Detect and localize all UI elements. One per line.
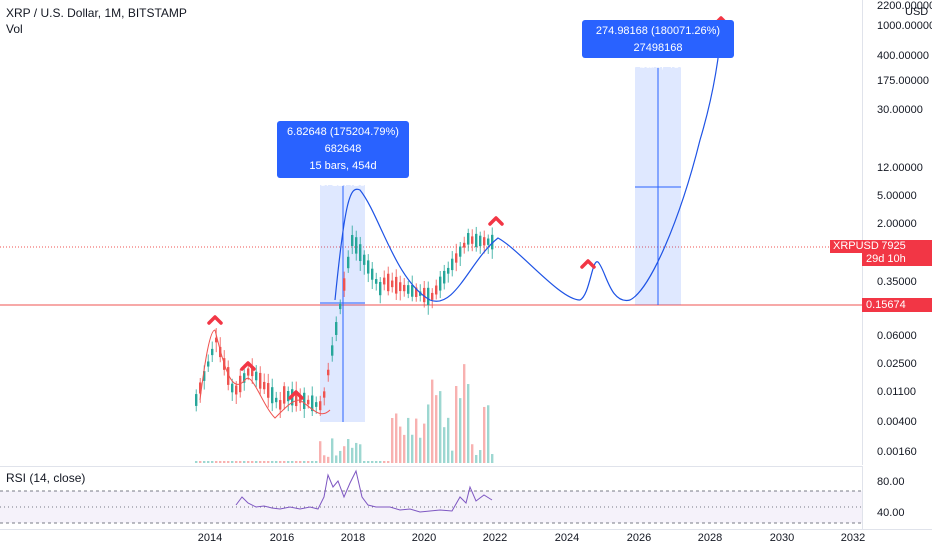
tooltip-change: 6.82648 (175204.79%) 682648	[287, 126, 399, 155]
price-tick: 1000.00000	[877, 20, 932, 32]
chevron-up-icon	[240, 361, 256, 371]
time-tick: 2028	[697, 532, 723, 544]
price-tick: 175.00000	[877, 75, 929, 87]
time-tick: 2022	[482, 532, 508, 544]
price-tick: 2200.00000	[877, 0, 932, 12]
volume-label[interactable]: Vol	[6, 22, 23, 36]
time-tick: 2024	[554, 532, 580, 544]
measure-tooltip-right: 274.98168 (180071.26%) 27498168 16 bars,…	[582, 20, 734, 71]
symbol-price-badge: XRPUSD 0.97925 29d 10h	[830, 240, 932, 266]
early-curve	[199, 329, 331, 419]
price-axis[interactable]	[862, 0, 932, 465]
time-tick: 2018	[340, 532, 366, 544]
price-tick: 30.00000	[877, 104, 923, 116]
price-tick: 2.00000	[877, 218, 917, 230]
price-tick: 0.00400	[877, 416, 917, 428]
price-tick: 0.02500	[877, 358, 917, 370]
time-tick: 2016	[269, 532, 295, 544]
tooltip-bars: 16 bars, 485d	[624, 59, 692, 71]
price-tick: 5.00000	[877, 190, 917, 202]
time-axis[interactable]	[0, 529, 932, 551]
chevron-up-icon	[207, 315, 223, 325]
chart-legend: XRP / U.S. Dollar, 1M, BITSTAMP Vol	[6, 5, 187, 37]
rsi-tick-80: 80.00	[877, 476, 905, 488]
countdown-badge: 29d 10h	[866, 253, 906, 265]
tooltip-change: 274.98168 (180071.26%) 27498168	[595, 25, 721, 54]
measure-tooltip-left: 6.82648 (175204.79%) 682648 15 bars, 454…	[277, 121, 409, 189]
time-tick: 2014	[197, 532, 223, 544]
price-tick: 400.00000	[877, 50, 929, 62]
volume-bars	[195, 364, 494, 463]
tooltip-volume: Vol 12.416B	[313, 177, 373, 189]
level-badge: 0.15674	[862, 298, 932, 312]
rsi-pane[interactable]	[0, 466, 862, 530]
chevron-up-icon	[488, 216, 504, 226]
time-tick: 2020	[411, 532, 437, 544]
projection-curve[interactable]	[334, 19, 723, 302]
rsi-axis[interactable]	[862, 466, 932, 529]
price-tick: 0.35000	[877, 276, 917, 288]
price-tick: 12.00000	[877, 162, 923, 174]
rsi-label[interactable]: RSI (14, close)	[6, 471, 86, 485]
currency-label: USD	[905, 6, 929, 18]
chevron-up-icon	[288, 390, 304, 400]
time-tick: 2030	[769, 532, 795, 544]
tooltip-bars: 15 bars, 454d	[309, 160, 377, 172]
price-tick: 0.01100	[877, 386, 916, 398]
rsi-line	[235, 469, 493, 513]
rsi-chart	[0, 469, 862, 524]
price-chart[interactable]	[0, 0, 862, 465]
time-tick: 2026	[626, 532, 652, 544]
symbol-badge: XRPUSD	[830, 240, 882, 253]
price-tick: 0.06000	[877, 330, 917, 342]
time-tick: 2032	[840, 532, 866, 544]
rsi-tick-40: 40.00	[877, 507, 905, 519]
price-tick: 0.00160	[877, 446, 917, 458]
chevron-up-icon	[580, 259, 596, 269]
symbol-title[interactable]: XRP / U.S. Dollar, 1M, BITSTAMP	[6, 6, 187, 20]
